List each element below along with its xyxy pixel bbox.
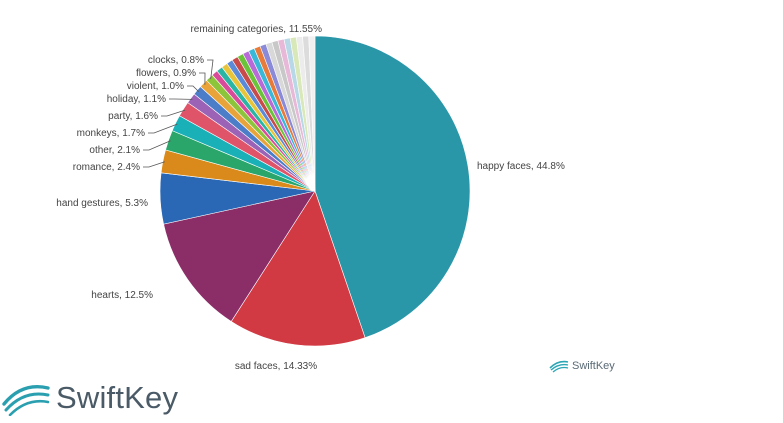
slice-label: other, 2.1% — [89, 145, 140, 156]
slice-label: party, 1.6% — [108, 111, 158, 122]
leader-line — [143, 140, 171, 151]
slice-label: happy faces, 44.8% — [477, 161, 565, 172]
slice-labels: happy faces, 44.8% sad faces, 14.33% heart… — [56, 24, 565, 372]
pie-slice — [314, 35, 471, 339]
leader-line — [161, 109, 186, 117]
leader-lines — [143, 59, 214, 168]
slice-label: remaining categories, 11.55% — [190, 24, 322, 35]
pie-slice-remaining-stripe — [308, 35, 316, 192]
slice-label: violent, 1.0% — [127, 81, 184, 92]
leader-line — [148, 123, 178, 134]
swiftkey-swoosh-icon — [549, 360, 569, 373]
slice-label: monkeys, 1.7% — [77, 128, 145, 139]
brand-logo: SwiftKey — [2, 380, 178, 416]
slice-label: romance, 2.4% — [73, 162, 140, 173]
slice-label: holiday, 1.1% — [107, 94, 166, 105]
brand-name-small: SwiftKey — [572, 360, 615, 372]
slice-label: sad faces, 14.33% — [235, 361, 317, 372]
slice-label: flowers, 0.9% — [136, 68, 196, 79]
leader-line — [187, 85, 199, 92]
brand-name: SwiftKey — [56, 380, 179, 415]
leader-line — [199, 72, 206, 85]
pie-slice — [163, 190, 316, 322]
pie-slice — [230, 190, 366, 347]
brand-watermark-small: SwiftKey — [549, 359, 615, 373]
leader-line — [207, 59, 214, 80]
swiftkey-swoosh-icon — [2, 385, 50, 416]
pie-slices — [159, 35, 471, 347]
slice-label: clocks, 0.8% — [148, 55, 204, 66]
slice-label: hand gestures, 5.3% — [56, 198, 148, 209]
slice-label: hearts, 12.5% — [91, 290, 153, 301]
leader-line — [143, 161, 165, 168]
